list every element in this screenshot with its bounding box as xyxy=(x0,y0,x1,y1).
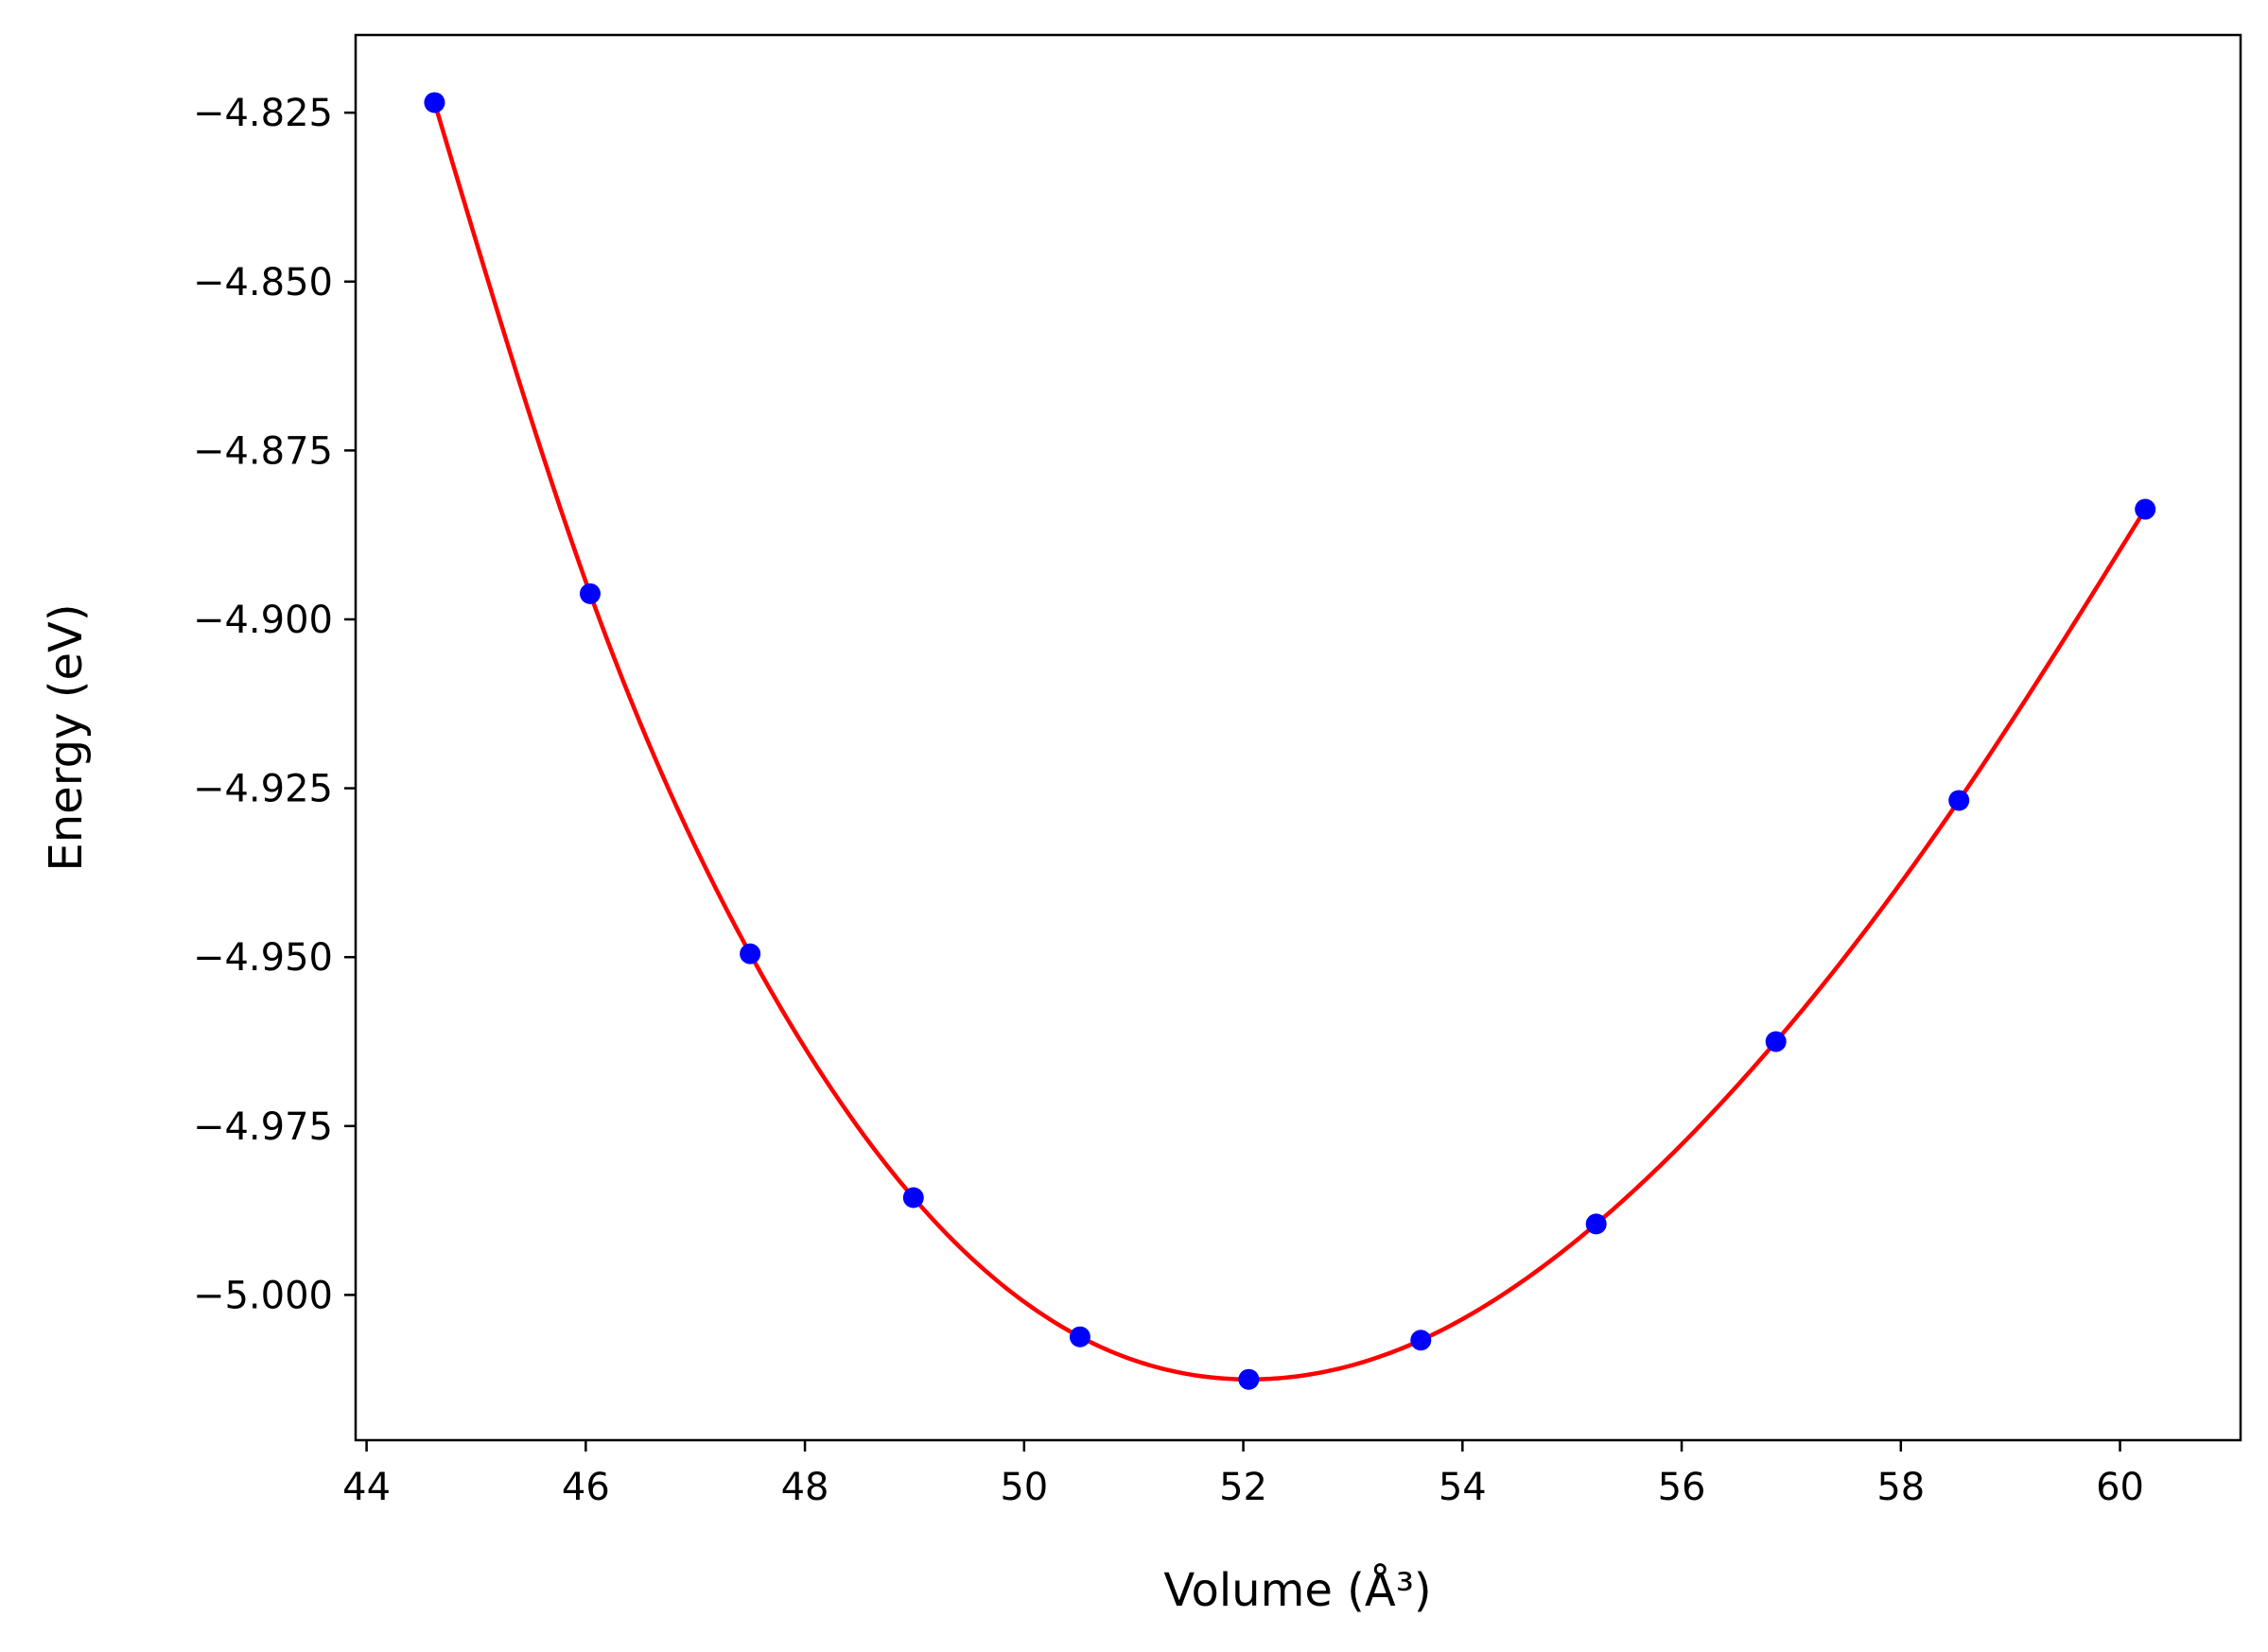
x-tick-label: 60 xyxy=(2096,1466,2144,1509)
x-tick-label: 46 xyxy=(562,1466,610,1509)
y-tick-label: −4.850 xyxy=(193,261,333,304)
data-point xyxy=(740,943,761,965)
y-tick-label: −4.900 xyxy=(193,599,333,642)
data-point xyxy=(1948,790,1970,811)
x-axis-ticks: 44 46 48 50 52 54 56 58 60 xyxy=(342,1440,2144,1509)
x-axis-label: Volume (Å³) xyxy=(1163,1563,1431,1617)
y-axis-ticks: −5.000 −4.975 −4.950 −4.925 −4.900 −4.875 −4.8… xyxy=(193,92,356,1317)
plot-frame xyxy=(354,33,2242,1442)
x-tick-label: 50 xyxy=(1000,1466,1048,1509)
x-tick-label: 54 xyxy=(1439,1466,1487,1509)
x-tick-label: 58 xyxy=(1876,1466,1925,1509)
data-point xyxy=(579,583,601,604)
data-point xyxy=(1410,1330,1432,1351)
data-points-layer xyxy=(424,92,2156,1390)
y-tick-label: −4.950 xyxy=(193,936,333,980)
y-tick-label: −5.000 xyxy=(193,1274,333,1317)
x-tick-label: 48 xyxy=(781,1466,829,1509)
y-tick-label: −4.825 xyxy=(193,92,333,135)
data-point xyxy=(902,1187,924,1209)
data-point xyxy=(1765,1031,1787,1052)
x-tick-label: 56 xyxy=(1658,1466,1706,1509)
data-point xyxy=(1238,1368,1260,1390)
x-tick-label: 52 xyxy=(1219,1466,1267,1509)
y-tick-label: −4.875 xyxy=(193,429,333,473)
data-point xyxy=(1585,1213,1607,1235)
data-point xyxy=(2135,498,2156,520)
y-tick-label: −4.925 xyxy=(193,768,333,811)
y-axis-label: Energy (eV) xyxy=(40,603,93,871)
data-point xyxy=(424,92,445,113)
data-point xyxy=(1069,1326,1090,1348)
y-tick-label: −4.975 xyxy=(193,1105,333,1149)
plot-area xyxy=(356,35,2241,1440)
x-tick-label: 44 xyxy=(342,1466,391,1509)
